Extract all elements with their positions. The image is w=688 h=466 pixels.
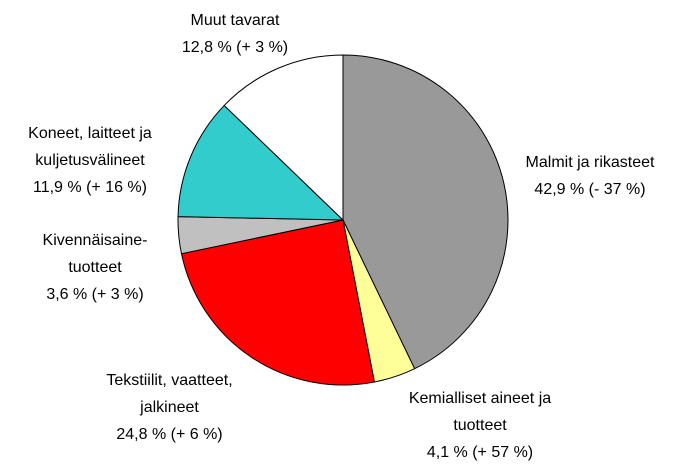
category-label: Muut tavarat bbox=[190, 11, 280, 29]
slice-label: Koneet, laitteet ja kuljetusvälineet 11,9… bbox=[10, 120, 170, 201]
value-label: 12,8 % (+ 3 %) bbox=[181, 38, 289, 56]
slice-label: Malmit ja rikasteet 42,9 % (- 37 %) bbox=[505, 149, 675, 203]
slice-label: Kivennäisaine-tuotteet 3,6 % (+ 3 %) bbox=[30, 227, 160, 308]
pie-slice bbox=[342, 54, 509, 370]
value-label: 3,6 % (+ 3 %) bbox=[46, 285, 144, 303]
category-label: Malmit ja rikasteet bbox=[525, 153, 655, 171]
slice-label: Kemialliset aineet ja tuotteet 4,1 % (+ 5… bbox=[390, 385, 570, 466]
slice-label: Muut tavarat 12,8 % (+ 3 %) bbox=[160, 7, 310, 61]
value-label: 4,1 % (+ 57 %) bbox=[426, 443, 534, 461]
category-label: Kemialliset aineet ja tuotteet bbox=[408, 389, 552, 434]
pie-slice bbox=[177, 104, 345, 221]
category-label: Kivennäisaine-tuotteet bbox=[42, 231, 148, 276]
category-label: Tekstiilit, vaatteet, jalkineet bbox=[106, 371, 233, 416]
slice-label: Tekstiilit, vaatteet, jalkineet 24,8 % (+… bbox=[82, 367, 257, 448]
pie-slice bbox=[223, 54, 344, 222]
value-label: 24,8 % (+ 6 %) bbox=[116, 425, 223, 443]
value-label: 11,9 % (+ 16 %) bbox=[33, 178, 147, 196]
value-label: 42,9 % (- 37 %) bbox=[534, 180, 646, 198]
pie-slice bbox=[180, 219, 375, 386]
category-label: Koneet, laitteet ja kuljetusvälineet bbox=[28, 124, 152, 169]
